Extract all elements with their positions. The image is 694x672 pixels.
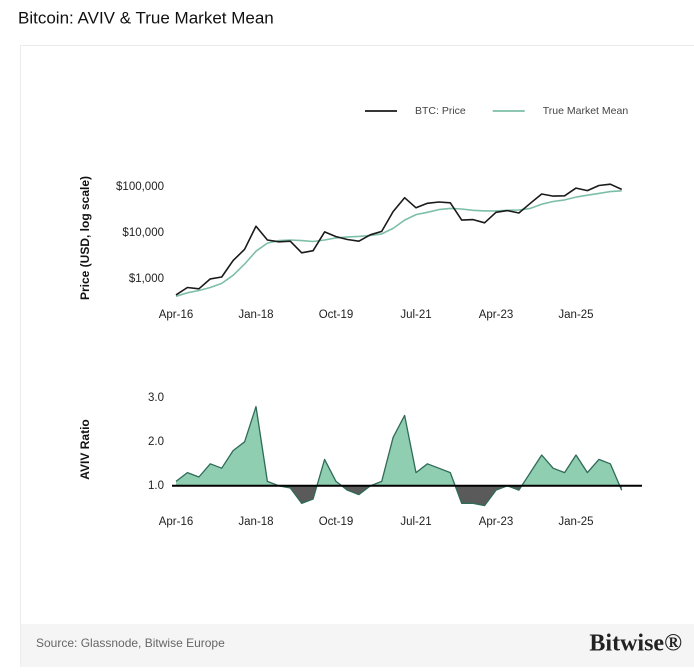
legend-label: BTC: Price bbox=[415, 105, 466, 117]
y-tick-label: $1,000 bbox=[129, 273, 164, 285]
x-tick-label: Jan-25 bbox=[558, 516, 593, 528]
x-tick-label: Oct-19 bbox=[319, 309, 354, 321]
x-tick-label: Jan-18 bbox=[238, 309, 273, 321]
y-tick-label: 3.0 bbox=[148, 392, 164, 404]
y-axis-title: Price (USD, log scale) bbox=[78, 176, 92, 300]
page-title: Bitcoin: AVIV & True Market Mean bbox=[18, 8, 274, 27]
x-tick-label: Jan-18 bbox=[238, 516, 273, 528]
legend-label: True Market Mean bbox=[543, 105, 629, 117]
x-tick-label: Apr-23 bbox=[479, 309, 514, 321]
y-tick-label: 2.0 bbox=[148, 436, 164, 448]
x-tick-label: Oct-19 bbox=[319, 516, 354, 528]
logo: Bitwise® bbox=[589, 631, 682, 657]
y-tick-label: $100,000 bbox=[116, 181, 164, 193]
card bbox=[21, 46, 694, 668]
x-tick-label: Apr-23 bbox=[479, 516, 514, 528]
x-tick-label: Jul-21 bbox=[400, 309, 431, 321]
x-tick-label: Jan-25 bbox=[558, 309, 593, 321]
y-tick-label: 1.0 bbox=[148, 480, 164, 492]
x-tick-label: Apr-16 bbox=[159, 309, 194, 321]
y-tick-label: $10,000 bbox=[122, 227, 164, 239]
x-tick-label: Jul-21 bbox=[400, 516, 431, 528]
x-tick-label: Apr-16 bbox=[159, 516, 194, 528]
y-axis-title: AVIV Ratio bbox=[78, 419, 92, 479]
source: Source: Glassnode, Bitwise Europe bbox=[36, 636, 225, 650]
